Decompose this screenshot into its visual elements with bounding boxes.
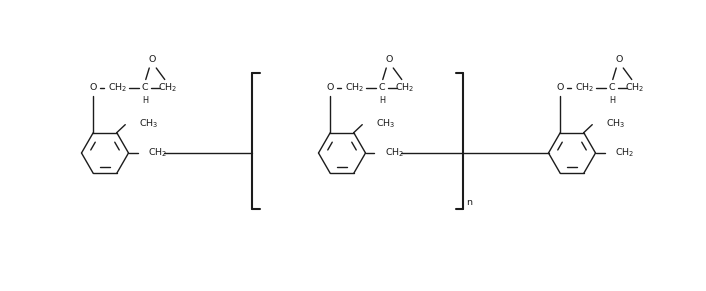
Text: O: O (148, 54, 156, 63)
Text: C: C (141, 83, 148, 92)
Text: $\mathregular{CH_2}$: $\mathregular{CH_2}$ (345, 81, 364, 94)
Text: $\mathregular{CH_2}$: $\mathregular{CH_2}$ (157, 81, 177, 94)
Text: C: C (378, 83, 385, 92)
Text: $\mathregular{CH_2}$: $\mathregular{CH_2}$ (395, 81, 414, 94)
Text: $\mathregular{CH_3}$: $\mathregular{CH_3}$ (376, 117, 396, 130)
Text: O: O (327, 83, 334, 92)
Text: $\mathregular{CH_2}$: $\mathregular{CH_2}$ (575, 81, 594, 94)
Text: n: n (466, 198, 472, 207)
Text: H: H (379, 95, 385, 104)
Text: $\mathregular{CH_2}$: $\mathregular{CH_2}$ (108, 81, 128, 94)
Text: H: H (142, 95, 148, 104)
Text: O: O (90, 83, 97, 92)
Text: O: O (556, 83, 564, 92)
Text: O: O (616, 54, 623, 63)
Text: $\mathregular{CH_2}$: $\mathregular{CH_2}$ (148, 147, 167, 159)
Text: O: O (385, 54, 393, 63)
Text: $\mathregular{CH_2}$: $\mathregular{CH_2}$ (625, 81, 644, 94)
Text: H: H (609, 95, 616, 104)
Text: $\mathregular{CH_3}$: $\mathregular{CH_3}$ (139, 117, 159, 130)
Text: $\mathregular{CH_3}$: $\mathregular{CH_3}$ (606, 117, 626, 130)
Text: $\mathregular{CH_2}$: $\mathregular{CH_2}$ (385, 147, 405, 159)
Text: $\mathregular{CH_2}$: $\mathregular{CH_2}$ (615, 147, 635, 159)
Text: C: C (609, 83, 615, 92)
